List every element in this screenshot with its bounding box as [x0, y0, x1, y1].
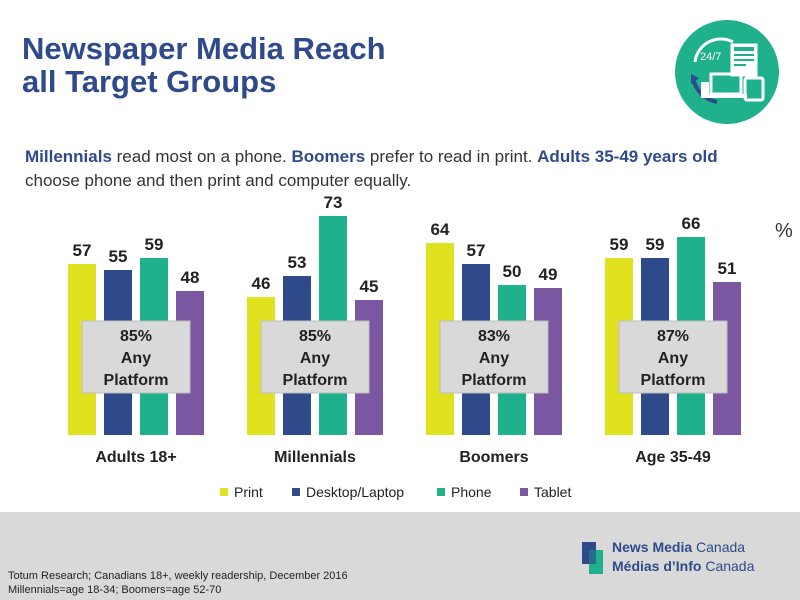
title-line-2: all Target Groups	[22, 64, 277, 99]
any-platform-box	[618, 320, 728, 394]
logo-line-1-bold: News Media	[612, 539, 693, 555]
legend-swatch	[520, 488, 528, 496]
any-platform-text: 85%	[120, 328, 152, 345]
logo-line-2: Canada	[701, 558, 755, 574]
subtitle-boomers: Boomers	[291, 147, 366, 166]
source-line-2: Millennials=age 18-34; Boomers=age 52-70	[8, 584, 222, 596]
page-title: Newspaper Media Reach all Target Groups	[22, 32, 386, 98]
legend-swatch	[220, 488, 228, 496]
subtitle-adults: Adults 35-49 years old	[537, 147, 718, 166]
logo-line-2-bold: Médias d’Info	[612, 558, 702, 574]
any-platform-text: Any	[121, 350, 151, 367]
any-platform-text: 83%	[478, 328, 510, 345]
bar-value-label: 59	[646, 235, 665, 254]
any-platform-text: Platform	[641, 372, 706, 389]
category-label: Millennials	[274, 449, 356, 466]
round-badge: 24/7	[673, 18, 781, 126]
any-platform-text: 87%	[657, 328, 689, 345]
any-platform-text: 85%	[299, 328, 331, 345]
any-platform-text: Any	[658, 350, 688, 367]
bar-value-label: 50	[503, 262, 522, 281]
bar-value-label: 55	[109, 247, 128, 266]
bar-value-label: 53	[288, 253, 307, 272]
title-line-1: Newspaper Media Reach	[22, 31, 386, 66]
bar-chart: 57 55 59 48 85% Any Platform Adults 18+ 46 53 73 45…	[68, 193, 741, 500]
any-platform-text: Platform	[462, 372, 527, 389]
footer: News Media Canada Médias d’Info Canada T…	[0, 512, 800, 600]
any-platform-text: Any	[479, 350, 509, 367]
bar-value-label: 59	[145, 235, 164, 254]
subtitle-text-2: prefer to read in print.	[365, 147, 538, 166]
bar-value-label: 46	[252, 274, 271, 293]
any-platform-box	[81, 320, 191, 394]
subtitle: Millennials read most on a phone. Boomer…	[25, 145, 765, 193]
devices-247-icon: 24/7	[675, 20, 779, 124]
bar-value-label: 45	[360, 277, 379, 296]
bar-value-label: 57	[467, 241, 486, 260]
legend-swatch	[437, 488, 445, 496]
legend-swatch	[292, 488, 300, 496]
source-line-1: Totum Research; Canadians 18+, weekly re…	[8, 570, 348, 582]
bar-value-label: 66	[682, 214, 701, 233]
any-platform-text: Platform	[104, 372, 169, 389]
legend-label: Tablet	[534, 484, 571, 500]
source-note: Totum Research; Canadians 18+, weekly re…	[8, 569, 348, 597]
unit-label: %	[775, 220, 793, 242]
any-platform-box	[260, 320, 370, 394]
bar-value-label: 59	[610, 235, 629, 254]
legend-label: Print	[234, 484, 263, 500]
logo-mark-icon	[582, 542, 603, 574]
bar-value-label: 57	[73, 241, 92, 260]
bar-value-label: 49	[539, 265, 558, 284]
legend-label: Desktop/Laptop	[306, 484, 404, 500]
bar-value-label: 51	[718, 259, 737, 278]
subtitle-millennials: Millennials	[25, 147, 112, 166]
any-platform-text: Platform	[283, 372, 348, 389]
category-label: Adults 18+	[95, 449, 176, 466]
badge-text: 24/7	[700, 51, 721, 63]
subtitle-text-1: read most on a phone.	[111, 147, 292, 166]
bar-value-label: 73	[324, 193, 343, 212]
category-label: Age 35-49	[635, 449, 711, 466]
bar-value-label: 48	[181, 268, 200, 287]
logo-line-1: Canada	[692, 539, 746, 555]
subtitle-text-3: choose phone and then print and computer…	[25, 171, 412, 190]
bar-value-label: 64	[431, 220, 450, 239]
category-label: Boomers	[459, 449, 528, 466]
legend-label: Phone	[451, 484, 492, 500]
any-platform-box	[439, 320, 549, 394]
news-media-canada-logo: News Media Canada Médias d’Info Canada	[580, 538, 780, 578]
any-platform-text: Any	[300, 350, 330, 367]
